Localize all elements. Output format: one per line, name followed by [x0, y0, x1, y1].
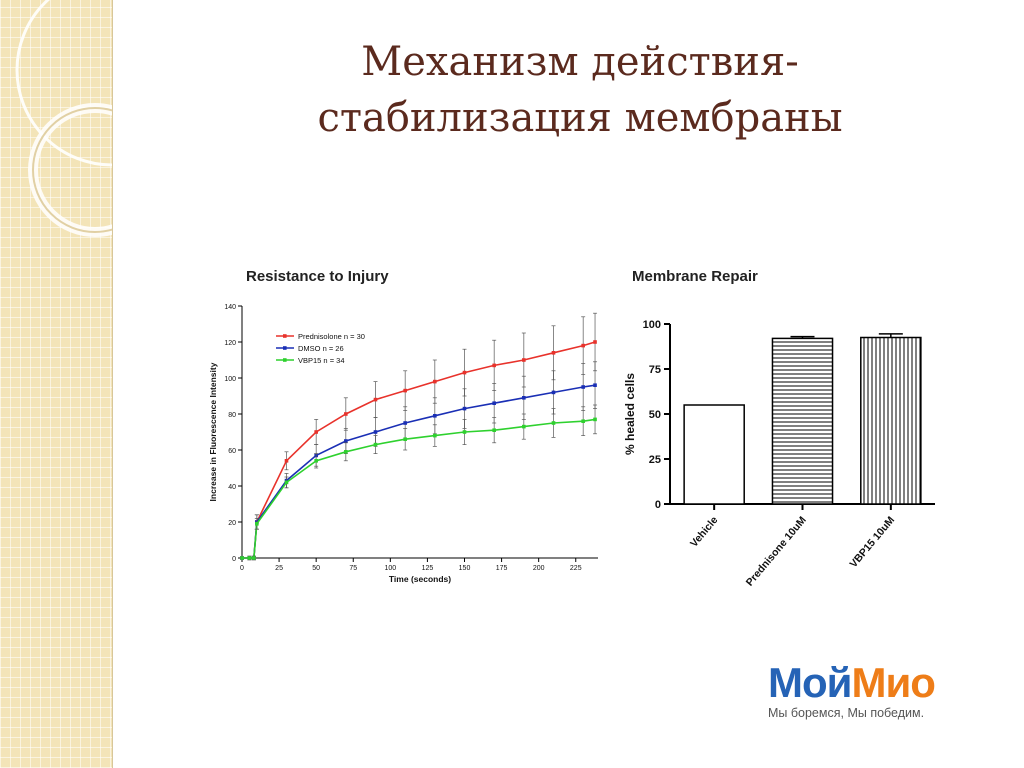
- data-point: [492, 428, 496, 432]
- y-tick-label: 25: [649, 454, 661, 466]
- legend-label: DMSO n = 26: [298, 344, 344, 353]
- data-point: [593, 417, 597, 422]
- y-tick-label: 140: [224, 304, 236, 311]
- y-tick-label: 100: [224, 376, 236, 383]
- data-point: [252, 556, 256, 560]
- data-point: [551, 421, 556, 425]
- logo-wordmark: МойМио: [768, 660, 993, 706]
- x-tick-label: 0: [240, 565, 244, 572]
- y-axis-label: Increase in Fluorescence Intensity: [208, 362, 218, 501]
- data-point: [522, 396, 526, 400]
- bar-2: [860, 336, 922, 505]
- y-tick-label: 20: [228, 520, 236, 527]
- data-point: [593, 383, 597, 387]
- x-tick-label: 225: [570, 565, 582, 572]
- y-tick-label: 60: [228, 448, 236, 455]
- x-tick-label: 25: [275, 565, 283, 572]
- line-chart-title: Resistance to Injury: [246, 268, 389, 285]
- data-point: [373, 430, 378, 434]
- legend-marker: [283, 358, 287, 362]
- series-1: [240, 361, 598, 561]
- slide-title: Механизм действия- стабилизация мембраны: [150, 34, 1010, 146]
- data-point: [314, 459, 318, 463]
- data-point: [462, 430, 467, 434]
- legend-marker: [283, 334, 287, 338]
- data-point: [462, 370, 467, 375]
- y-tick-label: 120: [224, 340, 236, 347]
- x-tick-label: 75: [349, 565, 357, 572]
- x-axis-label: Time (seconds): [389, 574, 451, 584]
- data-point: [344, 412, 348, 416]
- y-tick-label: 0: [232, 556, 236, 563]
- legend-label: VBP15 n = 34: [298, 356, 345, 365]
- legend-label: Prednisolone n = 30: [298, 332, 365, 341]
- logo-tagline: Мы боремся, Мы победим.: [768, 706, 925, 720]
- series-line: [242, 341, 596, 559]
- series-line: [242, 418, 596, 559]
- y-tick-label: 0: [655, 499, 661, 511]
- data-point: [433, 379, 437, 384]
- data-point: [581, 385, 585, 389]
- data-point: [373, 442, 378, 447]
- data-point: [492, 363, 496, 368]
- x-category-label: VBP15 10uM: [847, 514, 897, 570]
- data-point: [240, 556, 244, 560]
- x-tick-label: 100: [384, 565, 396, 572]
- x-category-label: Vehicle: [688, 514, 721, 550]
- data-point: [551, 390, 556, 395]
- legend-marker: [283, 346, 287, 350]
- x-tick-label: 150: [459, 565, 471, 572]
- data-point: [492, 401, 496, 405]
- data-point: [462, 406, 467, 411]
- membrane-bar-chart: 0 25 50 75 100 % healed cells Vehicle Prednison…: [623, 319, 935, 589]
- slide-title-line1: Механизм действия-: [361, 39, 799, 85]
- data-point: [581, 343, 585, 348]
- y-tick-label: 50: [649, 409, 661, 421]
- x-category-label: Prednisone 10uM: [744, 514, 809, 589]
- data-point: [373, 397, 378, 402]
- x-tick-label: 175: [496, 565, 508, 572]
- bar-chart-title: Membrane Repair: [632, 268, 758, 285]
- data-point: [403, 421, 407, 425]
- y-tick-label: 40: [228, 484, 236, 491]
- data-point: [344, 439, 348, 443]
- y-tick-label: 80: [228, 412, 236, 419]
- data-point: [522, 358, 526, 362]
- data-point: [247, 556, 252, 560]
- bar-1: [771, 337, 834, 505]
- decorative-rings: [15, 0, 112, 237]
- data-point: [581, 419, 585, 423]
- x-tick-label: 50: [312, 565, 320, 572]
- data-point: [284, 459, 289, 463]
- logo-part2: Мио: [851, 659, 935, 706]
- decorative-side-strip: [0, 0, 113, 768]
- data-point: [433, 433, 437, 438]
- y-tick-label: 75: [649, 364, 661, 376]
- series-0: [240, 312, 598, 561]
- y-axis-label: % healed cells: [623, 373, 637, 455]
- data-point: [284, 480, 289, 485]
- moimio-logo: МойМио Мы боремся, Мы победим.: [768, 660, 993, 724]
- series-2: [240, 404, 598, 561]
- data-point: [255, 522, 259, 526]
- data-point: [403, 437, 407, 441]
- data-point: [314, 430, 318, 434]
- data-point: [593, 340, 597, 344]
- series-line: [242, 384, 596, 559]
- x-tick-label: 125: [422, 565, 434, 572]
- resistance-line-chart: 0 20 40 60 80 100 120 140 0 25 50 75 100 125 150 175 200…: [208, 304, 598, 584]
- data-point: [433, 414, 437, 418]
- data-point: [522, 424, 526, 429]
- y-tick-label: 100: [643, 319, 661, 331]
- bar-0: [683, 404, 745, 505]
- data-point: [403, 388, 407, 393]
- data-point: [551, 351, 556, 355]
- slide-title-line2: стабилизация мембраны: [317, 95, 843, 141]
- logo-part1: Мой: [768, 659, 852, 706]
- x-tick-label: 200: [533, 565, 545, 572]
- data-point: [344, 450, 348, 454]
